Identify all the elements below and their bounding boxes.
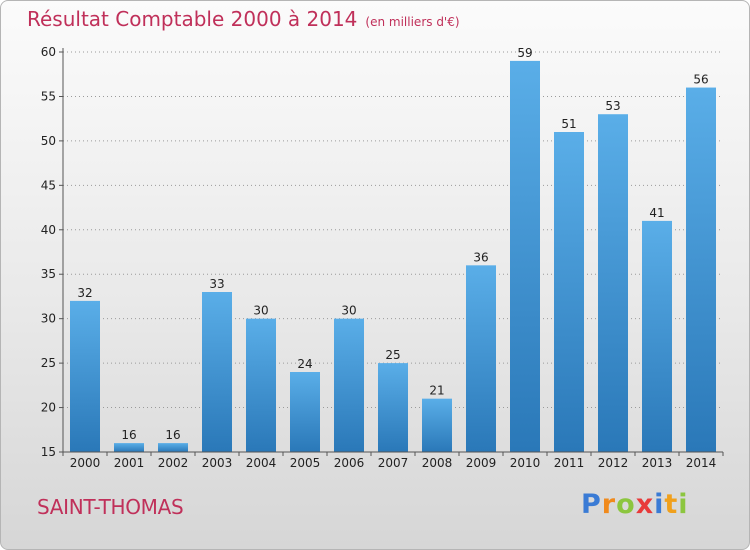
data-label: 21 (429, 384, 444, 398)
bar (422, 398, 452, 452)
bar (334, 318, 364, 452)
x-tick-label: 2001 (114, 456, 145, 470)
data-label: 16 (165, 428, 180, 442)
chart-title-unit: (en milliers d'€) (365, 15, 460, 29)
bar (686, 87, 716, 453)
data-label: 16 (121, 428, 136, 442)
data-label: 33 (209, 277, 224, 291)
bar (598, 114, 628, 452)
data-label: 32 (77, 286, 92, 300)
data-label: 25 (385, 348, 400, 362)
chart-title: Résultat Comptable 2000 à 2014 (en millie… (27, 7, 460, 31)
y-tick-label: 25 (41, 356, 56, 370)
y-tick-label: 30 (41, 312, 56, 326)
x-axis-ticks: 2000 2001 2002 2003 2004 2005 2006 2007 2008 2009… (62, 452, 724, 470)
y-tick-label: 20 (41, 401, 56, 415)
data-label: 36 (473, 250, 488, 264)
bar (158, 443, 188, 452)
logo-letter: t (664, 489, 679, 520)
logo-letter: o (616, 489, 636, 520)
data-label: 30 (253, 304, 268, 318)
x-tick-label: 2010 (510, 456, 541, 470)
x-tick-label: 2008 (422, 456, 453, 470)
x-tick-label: 2013 (642, 456, 673, 470)
chart-title-main: Résultat Comptable 2000 à 2014 (27, 7, 358, 31)
bar (554, 132, 584, 452)
bar (642, 220, 672, 452)
logo-letter: r (601, 489, 617, 520)
x-tick-label: 2011 (554, 456, 585, 470)
logo-letter: x (635, 489, 655, 520)
x-tick-label: 2009 (466, 456, 497, 470)
y-axis-ticks: 15 20 25 30 35 40 45 50 55 60 (41, 45, 63, 459)
city-name: SAINT-THOMAS (37, 495, 184, 519)
x-tick-label: 2000 (70, 456, 101, 470)
y-tick-label: 60 (41, 45, 56, 59)
bar (114, 443, 144, 452)
bar (246, 318, 276, 452)
data-label: 59 (517, 46, 532, 60)
data-label: 30 (341, 304, 356, 318)
data-label: 51 (561, 117, 576, 131)
bar (70, 300, 100, 452)
y-tick-label: 50 (41, 134, 56, 148)
logo-letter: P (581, 489, 602, 520)
y-tick-label: 15 (41, 445, 56, 459)
x-tick-label: 2006 (334, 456, 365, 470)
proxiti-logo: Proxiti (581, 489, 689, 520)
bar (290, 372, 320, 452)
data-label: 41 (649, 206, 664, 220)
bar (202, 292, 232, 452)
x-tick-label: 2014 (686, 456, 717, 470)
data-label: 56 (693, 73, 708, 87)
data-label: 53 (605, 99, 620, 113)
x-tick-label: 2005 (290, 456, 321, 470)
bar (510, 60, 540, 453)
logo-letter: i (678, 489, 689, 520)
logo-letter: i (654, 489, 665, 520)
axes (62, 48, 723, 453)
x-tick-label: 2004 (246, 456, 277, 470)
x-tick-label: 2007 (378, 456, 409, 470)
data-label: 24 (297, 357, 312, 371)
y-tick-label: 55 (41, 89, 56, 103)
y-tick-label: 40 (41, 223, 56, 237)
y-tick-label: 45 (41, 178, 56, 192)
y-tick-label: 35 (41, 267, 56, 281)
x-tick-label: 2002 (158, 456, 189, 470)
x-tick-label: 2003 (202, 456, 233, 470)
bar (378, 363, 408, 452)
bars: 32 16 16 33 30 24 30 25 21 36 59 51 53 41 56 (70, 46, 716, 453)
x-tick-label: 2012 (598, 456, 629, 470)
bar (466, 265, 496, 452)
